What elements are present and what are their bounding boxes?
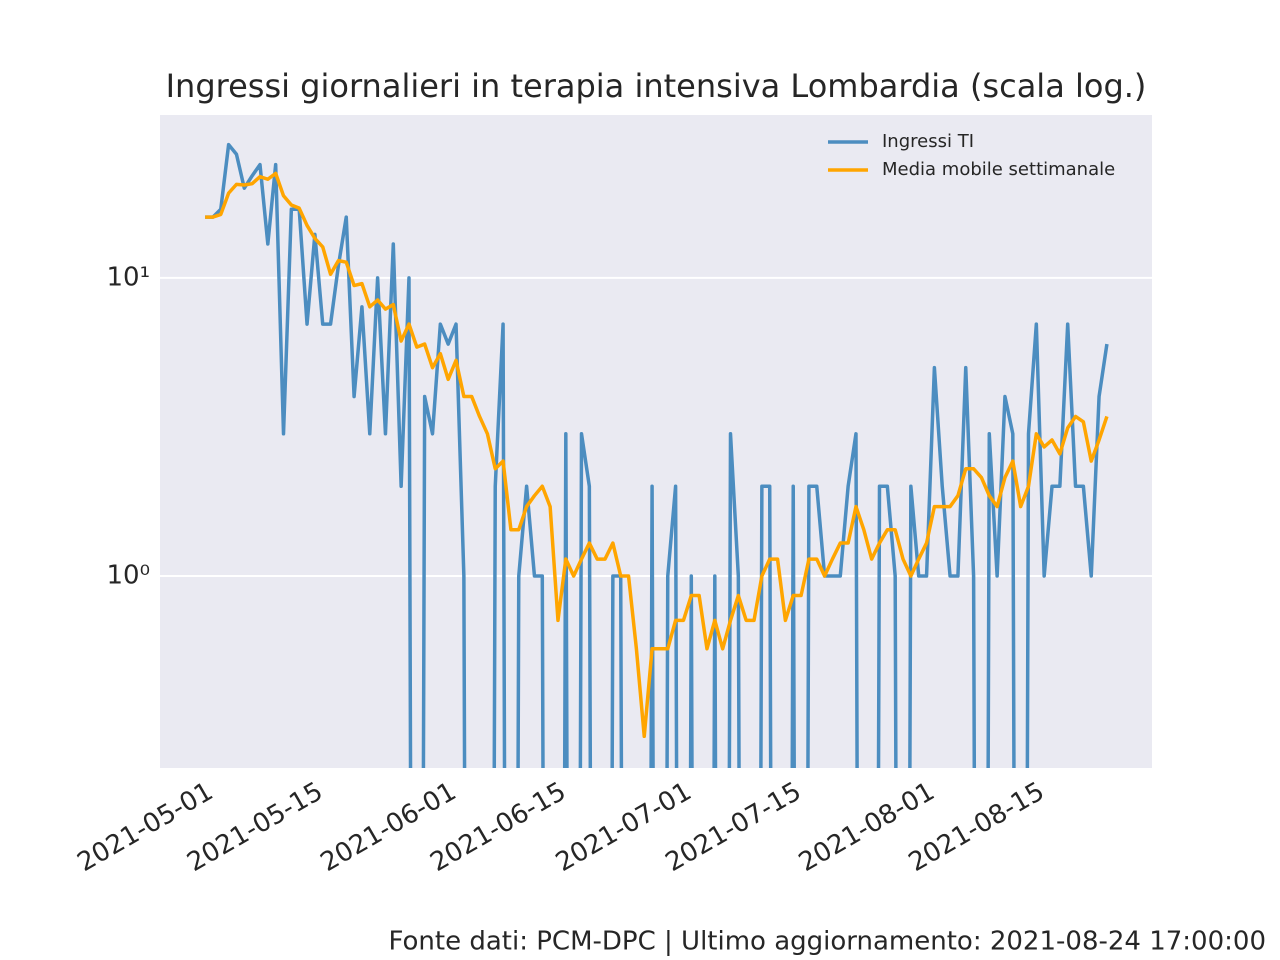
series-line [205,171,1109,739]
series-line [205,142,1109,768]
y-tick-label: 10⁰ [106,561,150,591]
chart-title: Ingressi giornalieri in terapia intensiv… [166,67,1147,105]
legend-label: Media mobile settimanale [882,159,1115,180]
footnote: Fonte dati: PCM-DPC | Ultimo aggiornamen… [389,927,1267,957]
plot-area [160,115,1152,768]
series-group [205,142,1109,768]
legend-label: Ingressi TI [882,131,974,152]
y-tick-label: 10¹ [106,262,150,292]
